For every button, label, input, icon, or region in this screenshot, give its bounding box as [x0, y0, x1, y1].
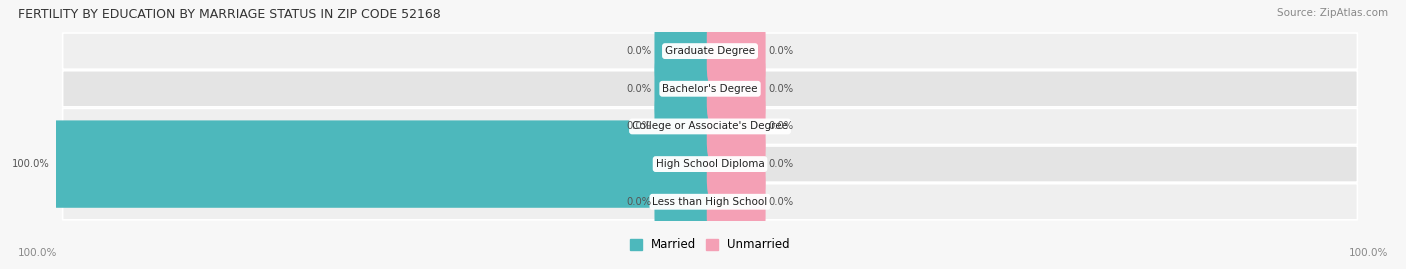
FancyBboxPatch shape	[63, 184, 1357, 220]
Text: FERTILITY BY EDUCATION BY MARRIAGE STATUS IN ZIP CODE 52168: FERTILITY BY EDUCATION BY MARRIAGE STATU…	[18, 8, 441, 21]
Text: Graduate Degree: Graduate Degree	[665, 46, 755, 56]
Text: 100.0%: 100.0%	[18, 248, 58, 258]
FancyBboxPatch shape	[707, 19, 766, 83]
Text: 0.0%: 0.0%	[626, 46, 651, 56]
FancyBboxPatch shape	[63, 71, 1357, 107]
FancyBboxPatch shape	[51, 121, 716, 208]
FancyBboxPatch shape	[654, 56, 713, 121]
Text: 0.0%: 0.0%	[626, 197, 651, 207]
Text: High School Diploma: High School Diploma	[655, 159, 765, 169]
FancyBboxPatch shape	[63, 33, 1357, 69]
Legend: Married, Unmarried: Married, Unmarried	[626, 234, 794, 256]
Text: 100.0%: 100.0%	[13, 159, 49, 169]
Text: 0.0%: 0.0%	[626, 84, 651, 94]
Text: 0.0%: 0.0%	[769, 121, 794, 132]
Text: 0.0%: 0.0%	[769, 159, 794, 169]
Text: 100.0%: 100.0%	[1348, 248, 1388, 258]
Text: 0.0%: 0.0%	[769, 84, 794, 94]
Text: College or Associate's Degree: College or Associate's Degree	[633, 121, 787, 132]
Text: Less than High School: Less than High School	[652, 197, 768, 207]
FancyBboxPatch shape	[707, 94, 766, 159]
FancyBboxPatch shape	[63, 146, 1357, 182]
FancyBboxPatch shape	[707, 132, 766, 196]
FancyBboxPatch shape	[654, 94, 713, 159]
Text: Source: ZipAtlas.com: Source: ZipAtlas.com	[1277, 8, 1388, 18]
Text: 0.0%: 0.0%	[769, 197, 794, 207]
FancyBboxPatch shape	[707, 169, 766, 234]
Text: 0.0%: 0.0%	[769, 46, 794, 56]
FancyBboxPatch shape	[654, 169, 713, 234]
Text: Bachelor's Degree: Bachelor's Degree	[662, 84, 758, 94]
FancyBboxPatch shape	[654, 19, 713, 83]
FancyBboxPatch shape	[707, 56, 766, 121]
FancyBboxPatch shape	[63, 108, 1357, 144]
Text: 0.0%: 0.0%	[626, 121, 651, 132]
